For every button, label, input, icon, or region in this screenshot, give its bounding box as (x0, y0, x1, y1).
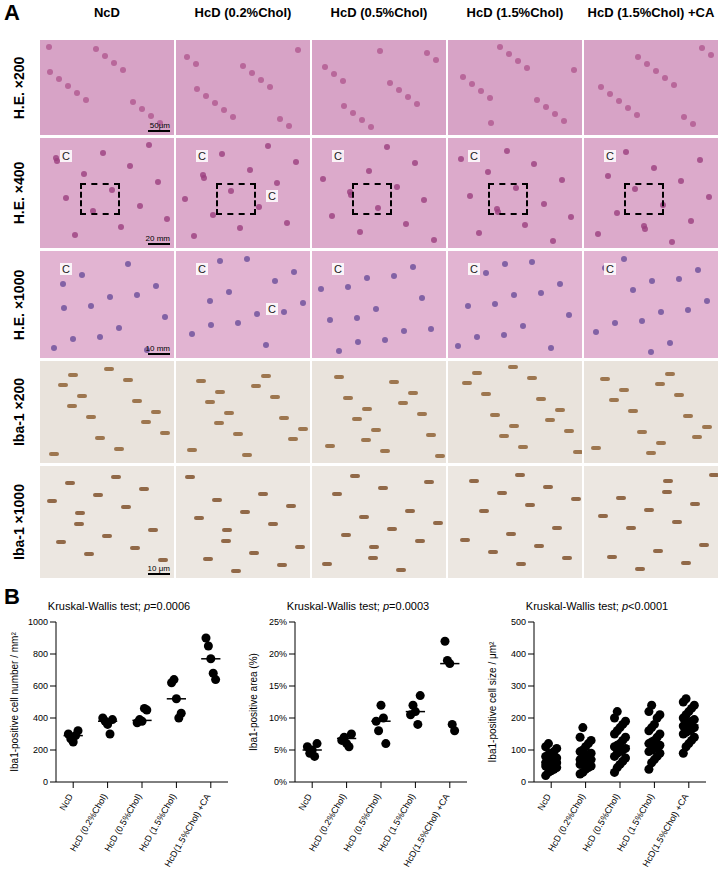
svg-text:800: 800 (33, 649, 48, 659)
html-text:B: B (4, 584, 20, 609)
html-text:C: C (62, 150, 70, 162)
svg-text:200: 200 (511, 713, 526, 723)
svg-text:5%: 5% (274, 745, 287, 755)
svg-text:NcD: NcD (536, 792, 554, 813)
svg-text:10%: 10% (269, 713, 287, 723)
html-text:Iba-1 ×1000: Iba-1 ×1000 (11, 484, 27, 560)
html-text:Kruskal-Wallis test; p =0.0003: Kruskal-Wallis test; p =0.0003 (286, 600, 430, 612)
html-text:HcD (0.5%Chol): HcD (0.5%Chol) (330, 5, 428, 20)
html-text:C: C (334, 150, 342, 162)
html-text:C: C (198, 150, 206, 162)
html-text:Kruskal-Wallis test; p <0.0001: Kruskal-Wallis test; p <0.0001 (525, 600, 669, 612)
html-text:C: C (470, 150, 478, 162)
html-text:C: C (198, 263, 206, 275)
html-text:H.E. ×1000: H.E. ×1000 (11, 269, 27, 340)
html-text:HcD (1.5%Chol) +CA: HcD (1.5%Chol) +CA (587, 5, 715, 20)
svg-text:Iba1-positive cell size / μm²: Iba1-positive cell size / μm² (487, 641, 498, 762)
svg-text:0: 0 (43, 777, 48, 787)
svg-text:HcD(1.5%Chol) +CA: HcD(1.5%Chol) +CA (640, 792, 690, 869)
html-text:50μm: 50μm (149, 121, 170, 130)
svg-text:HcD (0.2%Chol): HcD (0.2%Chol) (307, 792, 348, 853)
html-text:C: C (606, 150, 614, 162)
svg-text:HcD (0.5%Chol): HcD (0.5%Chol) (103, 792, 144, 853)
html-text:10 μm: 10 μm (147, 564, 170, 573)
svg-text:NcD: NcD (297, 792, 315, 813)
svg-text:500: 500 (511, 617, 526, 627)
html-text:Iba-1 ×200: Iba-1 ×200 (11, 377, 27, 447)
svg-text:HcD (0.2%Chol): HcD (0.2%Chol) (546, 792, 587, 853)
html-text:C: C (334, 263, 342, 275)
html-text:20 mm: 20 mm (145, 234, 170, 243)
html-text:HcD (0.2%Chol): HcD (0.2%Chol) (194, 5, 292, 20)
html-text:Kruskal-Wallis test; p =0.0006: Kruskal-Wallis test; p =0.0006 (47, 600, 191, 612)
html-text:10 mm: 10 mm (145, 344, 170, 353)
svg-text:HcD(1.5%Chol) +CA: HcD(1.5%Chol) +CA (401, 792, 451, 869)
svg-text:25%: 25% (269, 617, 287, 627)
svg-text:HcD (1.5%Chol): HcD (1.5%Chol) (376, 792, 417, 853)
html-text:HcD (1.5%Chol): HcD (1.5%Chol) (466, 5, 564, 20)
html-text:C: C (62, 263, 70, 275)
svg-text:Iba1-positive cell number / mm: Iba1-positive cell number / mm² (9, 632, 20, 772)
svg-text:15%: 15% (269, 681, 287, 691)
svg-text:400: 400 (511, 649, 526, 659)
svg-text:0: 0 (521, 777, 526, 787)
svg-text:Iba1-positive area (%): Iba1-positive area (%) (248, 653, 259, 751)
svg-text:600: 600 (33, 681, 48, 691)
html-text:A: A (4, 0, 20, 25)
svg-text:200: 200 (33, 745, 48, 755)
svg-text:400: 400 (33, 713, 48, 723)
svg-text:HcD(1.5%Chol) +CA: HcD(1.5%Chol) +CA (162, 792, 212, 869)
svg-text:HcD (1.5%Chol): HcD (1.5%Chol) (615, 792, 656, 853)
html-text:NcD: NcD (94, 5, 120, 20)
svg-text:HcD (1.5%Chol): HcD (1.5%Chol) (137, 792, 178, 853)
html-text:C: C (268, 190, 276, 202)
svg-text:NcD: NcD (58, 792, 76, 813)
html-text:C: C (470, 263, 478, 275)
svg-text:HcD (0.2%Chol): HcD (0.2%Chol) (68, 792, 109, 853)
html-text:H.E. ×400: H.E. ×400 (11, 161, 27, 225)
svg-text:100: 100 (511, 745, 526, 755)
html-text:C: C (606, 263, 614, 275)
svg-text:0%: 0% (274, 777, 287, 787)
svg-text:300: 300 (511, 681, 526, 691)
svg-text:20%: 20% (269, 649, 287, 659)
html-text:H.E. ×200: H.E. ×200 (11, 56, 27, 119)
svg-text:1000: 1000 (28, 617, 48, 627)
svg-text:HcD (0.5%Chol): HcD (0.5%Chol) (581, 792, 622, 853)
svg-text:HcD (0.5%Chol): HcD (0.5%Chol) (342, 792, 383, 853)
html-text:C: C (268, 303, 276, 315)
